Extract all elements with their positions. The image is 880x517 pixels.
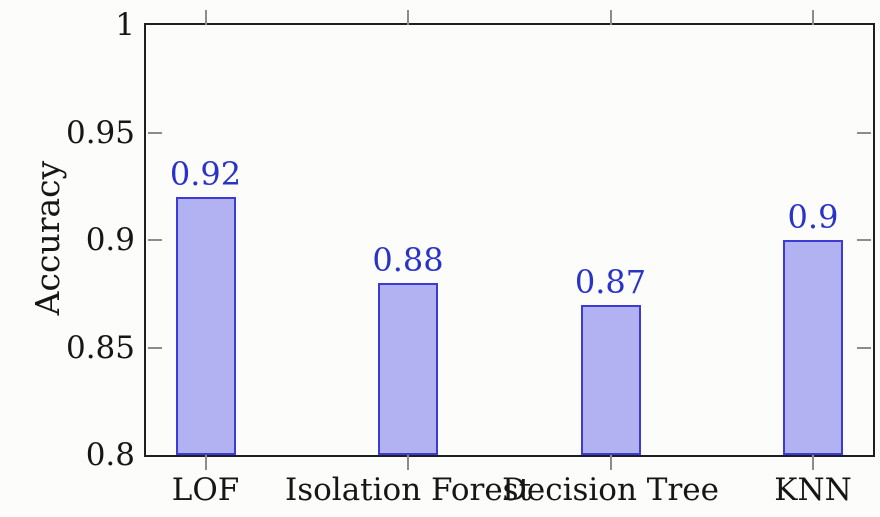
y-tick-right xyxy=(857,346,871,349)
x-tick-label: Isolation Forest xyxy=(284,472,532,508)
x-tick-top xyxy=(812,10,814,25)
y-tick-left xyxy=(148,239,162,241)
bar xyxy=(378,283,438,455)
x-tick-label: LOF xyxy=(171,472,240,508)
x-tick-top xyxy=(204,10,207,25)
x-tick-bottom xyxy=(609,455,612,470)
bar xyxy=(783,240,843,455)
y-tick-left xyxy=(148,131,162,134)
y-tick-label: 0.9 xyxy=(85,222,135,258)
x-tick-top xyxy=(407,10,409,25)
plot-area xyxy=(144,23,875,457)
x-tick-bottom xyxy=(204,455,207,470)
y-tick-label: 1 xyxy=(115,7,135,43)
y-tick-label: 0.85 xyxy=(65,329,135,366)
x-tick-bottom xyxy=(812,455,814,470)
bar-value-label: 0.88 xyxy=(372,241,444,279)
bar-value-label: 0.87 xyxy=(574,262,647,301)
bar-value-label: 0.9 xyxy=(787,198,839,236)
y-tick-label: 0.95 xyxy=(65,114,135,151)
y-tick-right xyxy=(857,239,871,241)
bar-value-label: 0.92 xyxy=(169,155,242,193)
y-tick-label: 0.8 xyxy=(85,437,135,473)
x-tick-label: Decision Tree xyxy=(502,472,719,508)
x-tick-top xyxy=(609,10,612,25)
x-tick-label: KNN xyxy=(774,472,852,508)
y-tick-right xyxy=(857,131,871,134)
x-tick-bottom xyxy=(407,455,409,470)
bar xyxy=(580,304,641,455)
bar xyxy=(175,197,236,455)
y-tick-left xyxy=(148,346,162,349)
